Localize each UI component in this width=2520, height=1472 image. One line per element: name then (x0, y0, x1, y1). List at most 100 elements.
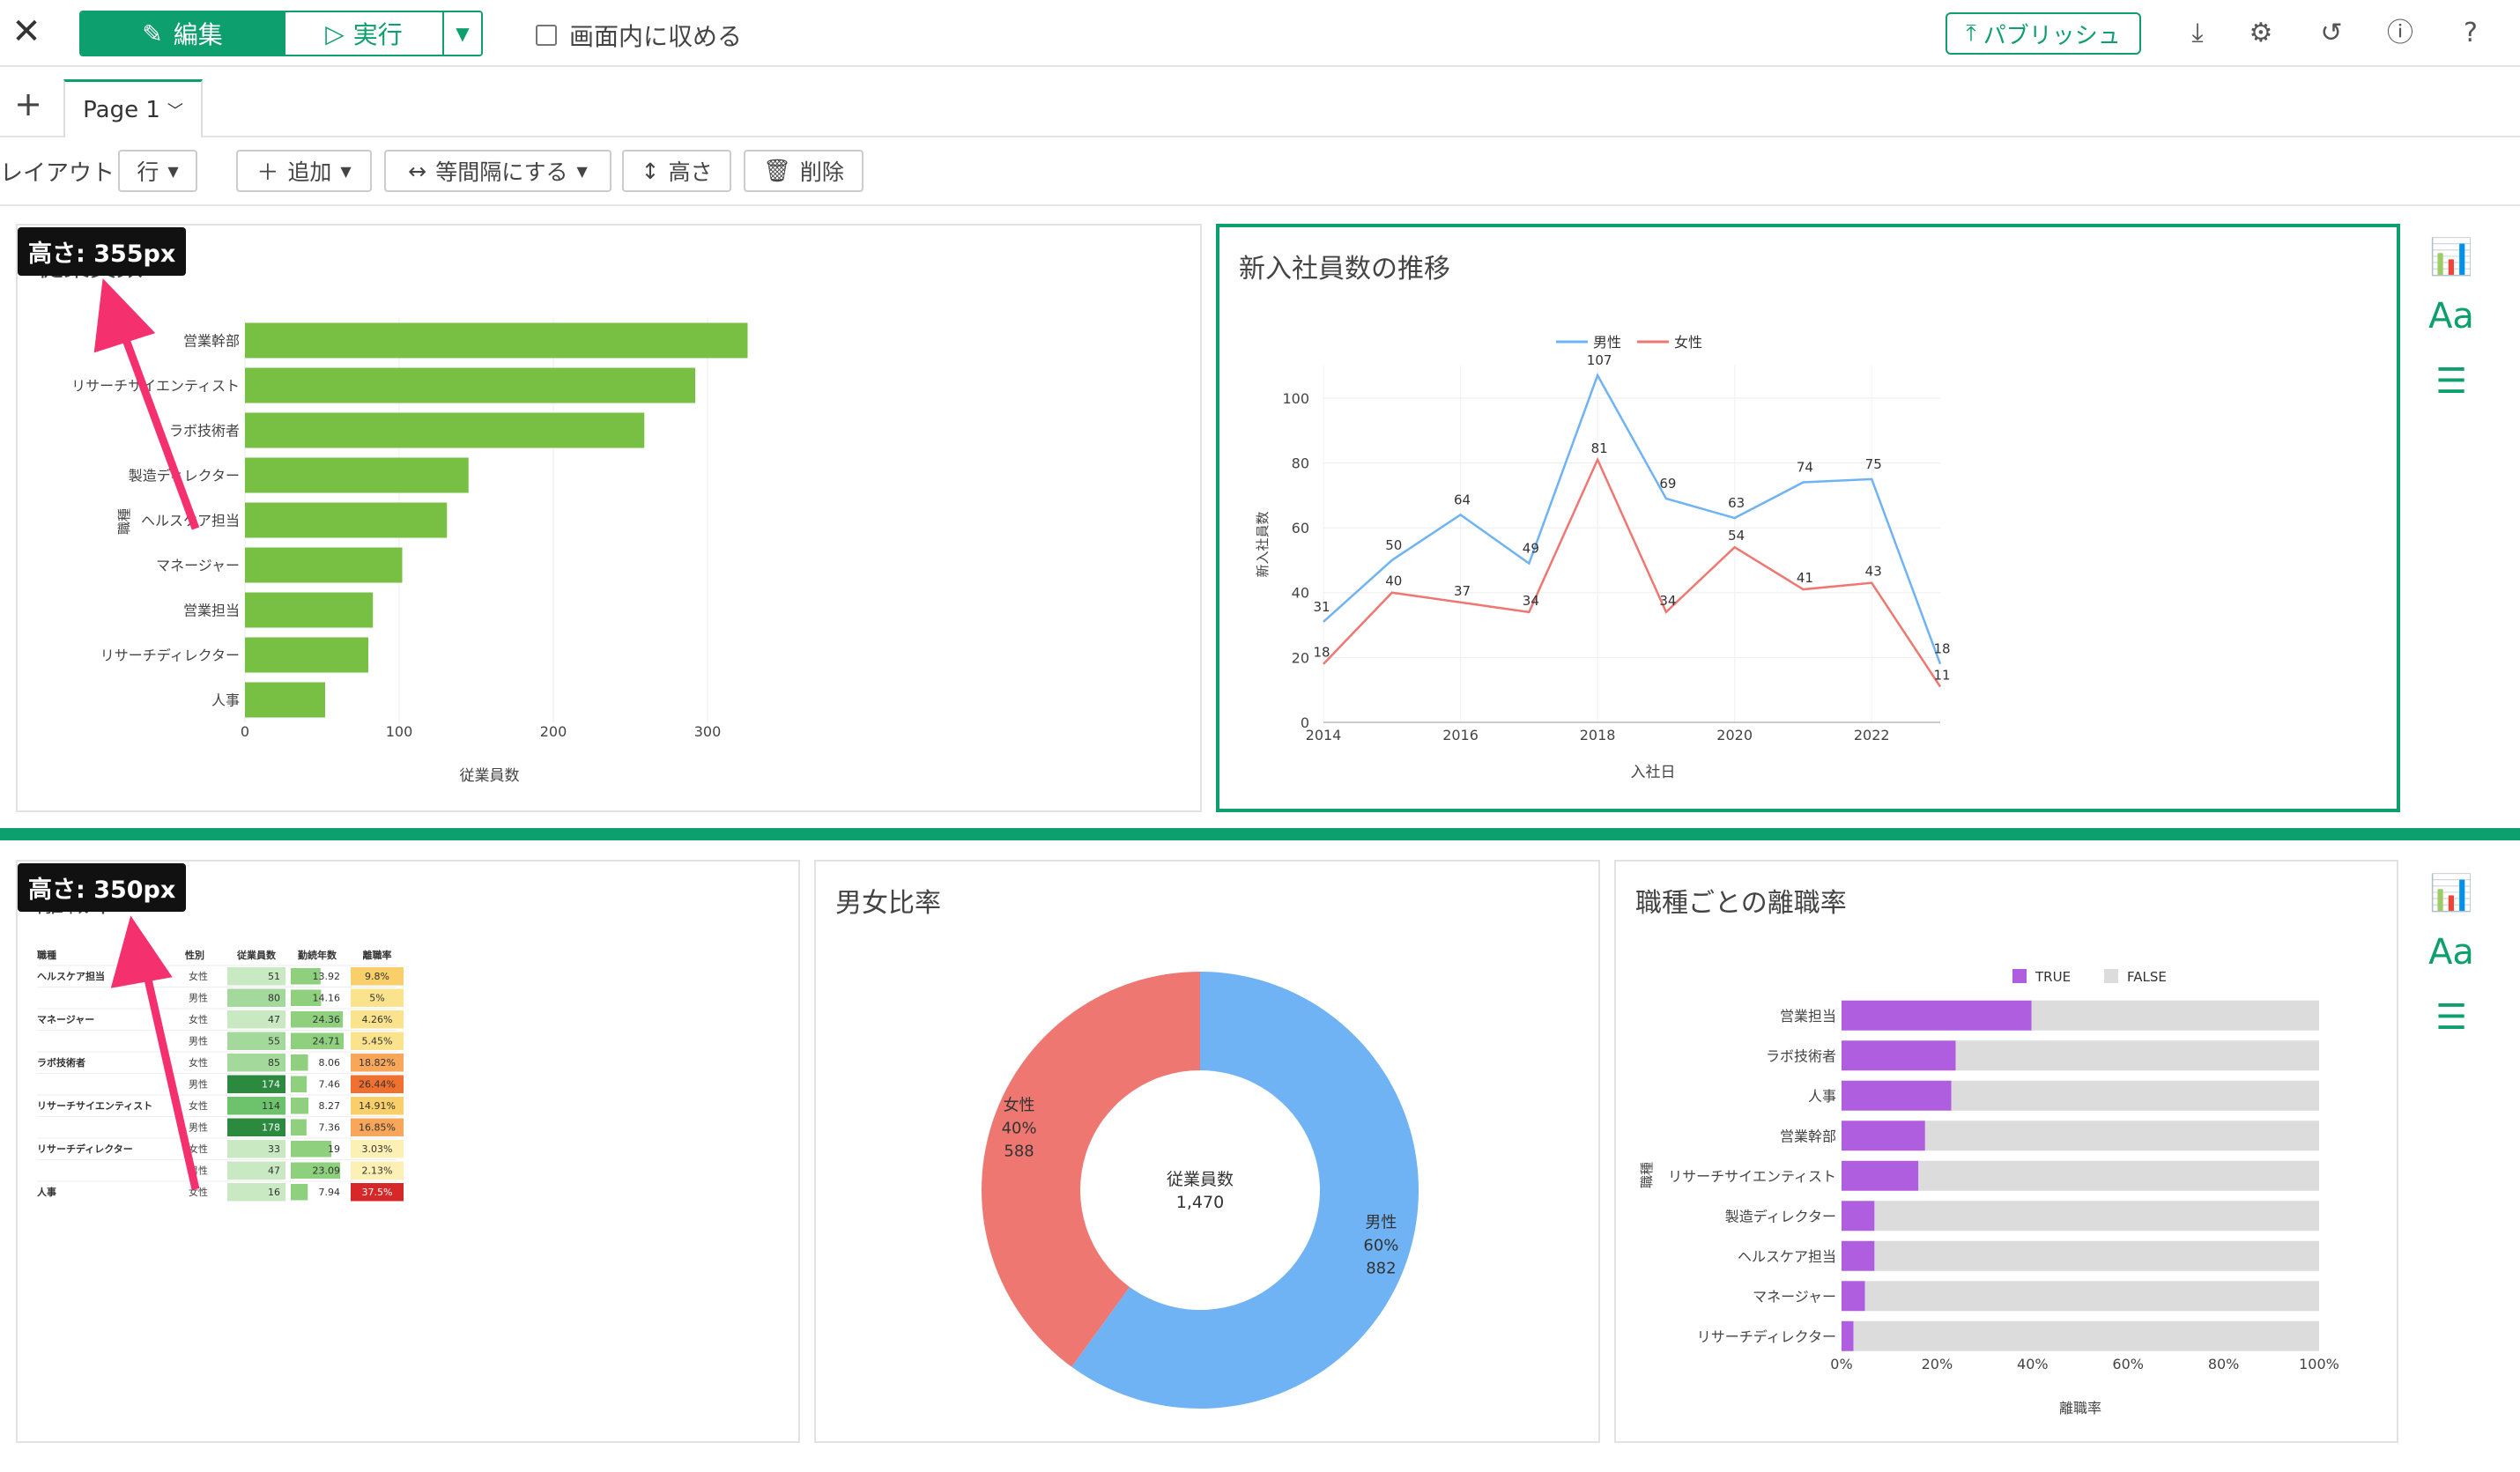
edit-button[interactable]: ✎ 編集 (81, 12, 284, 55)
series-line-male (1323, 373, 1942, 665)
chart-type-icon[interactable]: 📊 (2429, 237, 2473, 277)
delete-button[interactable]: 🗑 削除 (744, 150, 863, 192)
equal-spacing-button[interactable]: ↔ 等間隔にする ▼ (384, 150, 611, 192)
bar-segment-false (1924, 1121, 2319, 1151)
table-cell-attrition-bg (351, 967, 404, 986)
info-icon[interactable]: ⓘ (2387, 18, 2413, 48)
add-page-button[interactable]: + (14, 85, 42, 123)
data-label: 81 (1591, 440, 1608, 456)
bar (245, 592, 374, 628)
table-cell-gender: 男性 (189, 992, 208, 1004)
fit-label: 画面内に収める (569, 22, 743, 51)
data-label: 37 (1454, 583, 1471, 599)
data-label: 74 (1797, 460, 1813, 476)
bar-segment-false (2031, 1000, 2319, 1031)
slice-label-name: 男性 (1365, 1214, 1397, 1232)
table-cell-job: マネージャー (37, 1014, 94, 1025)
download-icon[interactable]: ⤓ (2191, 18, 2204, 48)
data-label: 18 (1933, 641, 1950, 657)
tab-page-1[interactable]: Page 1 ﹀ (63, 79, 203, 137)
table-cell-attrition: 5% (369, 993, 384, 1004)
data-label: 34 (1659, 593, 1676, 609)
bar-segment-false (1874, 1240, 2319, 1271)
y-tick-label: 20 (1292, 649, 1309, 666)
table-cell-attrition: 5.45% (362, 1036, 393, 1047)
table-cell-employees: 16 (268, 1187, 280, 1198)
legend-swatch (2012, 969, 2027, 983)
table-cell-years: 7.94 (319, 1187, 341, 1198)
job-attrition-panel[interactable]: 職種ごとの離職率 0% 20% 40% 60% 80% 100% 営業担当 ラボ技術者 人事 営業… (1614, 860, 2398, 1443)
data-label: 49 (1523, 541, 1539, 557)
text-style-icon[interactable]: Aa (2428, 932, 2474, 973)
add-label: 追加 (287, 159, 332, 185)
table-cell-attrition-bg (351, 1010, 404, 1029)
table-cell-years: 7.46 (319, 1079, 341, 1091)
table-cell-years-bar (291, 989, 322, 1006)
bar (245, 322, 748, 359)
help-icon[interactable]: ? (2464, 18, 2478, 48)
menu-icon[interactable]: ☰ (2435, 361, 2467, 402)
chart-type-icon[interactable]: 📊 (2429, 873, 2473, 914)
gear-icon[interactable]: ⚙ (2249, 18, 2273, 48)
run-options-dropdown[interactable]: ▼ (442, 12, 481, 55)
table-cell-employees-bg (227, 1097, 285, 1115)
close-icon[interactable]: ✕ (11, 11, 41, 52)
x-axis-label: 従業員数 (460, 767, 520, 785)
table-cell-employees: 174 (262, 1079, 280, 1091)
slice-label-value: 588 (1004, 1142, 1034, 1160)
row-select[interactable]: 行 ▼ (118, 150, 197, 192)
text-style-icon[interactable]: Aa (2428, 296, 2474, 337)
chevron-down-icon: ﹀ (167, 101, 183, 121)
y-tick-label: 製造ディレクター (1725, 1208, 1836, 1224)
x-tick-label: 200 (540, 723, 567, 740)
run-button[interactable]: ▷ 実行 (284, 12, 442, 55)
data-label: 75 (1865, 456, 1882, 472)
height-button[interactable]: ↕ 高さ (622, 150, 731, 192)
x-tick-label: 100 (386, 723, 413, 740)
bar-segment-false (1864, 1281, 2319, 1312)
fit-to-screen-toggle[interactable]: 画面内に収める (536, 18, 742, 53)
hires-panel[interactable]: 新入社員数の推移 0 20 40 60 80 100 2014 2016 2018 2020 202… (1216, 224, 2400, 812)
data-label: 64 (1454, 492, 1471, 507)
data-label: 69 (1659, 476, 1676, 492)
table-cell-attrition: 18.82% (359, 1057, 396, 1069)
y-tick-label: マネージャー (1753, 1288, 1836, 1305)
table-cell-employees-bg (227, 1183, 285, 1202)
menu-icon[interactable]: ☰ (2435, 997, 2467, 1038)
bar-segment-false (1918, 1160, 2319, 1191)
y-tick-label: リサーチディレクター (100, 647, 240, 664)
employees-bar-chart: 0 100 200 300 営業幹部リサーチサイエンティストラボ技術者製造ディレクターヘ… (71, 318, 748, 785)
gender-panel[interactable]: 男女比率 男性 60% 882 女性 40% 588 従業員数 1,470 (814, 860, 1600, 1443)
data-label: 40 (1385, 573, 1402, 589)
play-icon: ▷ (325, 18, 345, 48)
table-header: 離職率 (363, 949, 392, 961)
fit-checkbox[interactable] (536, 25, 557, 46)
plus-icon: ＋ (256, 159, 279, 185)
employees-panel[interactable]: 従業員数 0 100 200 300 営業幹部リサーチサイエンティストラボ技術者製造ディ… (16, 224, 1202, 812)
y-tick-label: 40 (1292, 585, 1309, 602)
legend-label: TRUE (2035, 969, 2071, 985)
table-cell-years-bar (291, 1076, 308, 1092)
table-cell-attrition: 9.8% (365, 971, 389, 982)
bar-segment-false (1951, 1080, 2319, 1111)
slice-label-name: 女性 (1004, 1096, 1035, 1114)
table-header: 従業員数 (236, 949, 277, 961)
data-label: 54 (1728, 528, 1745, 544)
table-cell-attrition: 2.13% (362, 1165, 393, 1177)
add-button[interactable]: ＋ 追加 ▼ (236, 150, 372, 192)
table-cell-gender: 女性 (189, 1186, 208, 1198)
table-cell-employees-bg (227, 988, 285, 1007)
table-cell-gender: 男性 (189, 1165, 208, 1177)
table-cell-years-bar (291, 1141, 332, 1158)
table-cell-attrition-bg (351, 1183, 404, 1202)
table-cell-employees: 85 (268, 1057, 280, 1069)
publish-button[interactable]: ⤒ パブリッシュ (1946, 12, 2141, 55)
height-badge-bottom: 高さ: 350px (18, 863, 187, 912)
bar (245, 367, 695, 403)
attrition-panel[interactable]: 離職率 職種性別従業員数勤続年数離職率ヘルスケア担当女性5113.929.8%男… (16, 860, 800, 1443)
history-icon[interactable]: ↺ (2320, 18, 2343, 48)
panel-title: 男女比率 (835, 888, 941, 919)
slice-label-percent: 40% (1002, 1119, 1037, 1137)
bar-segment-true (1842, 1000, 2032, 1031)
x-tick-label: 2020 (1716, 727, 1753, 743)
